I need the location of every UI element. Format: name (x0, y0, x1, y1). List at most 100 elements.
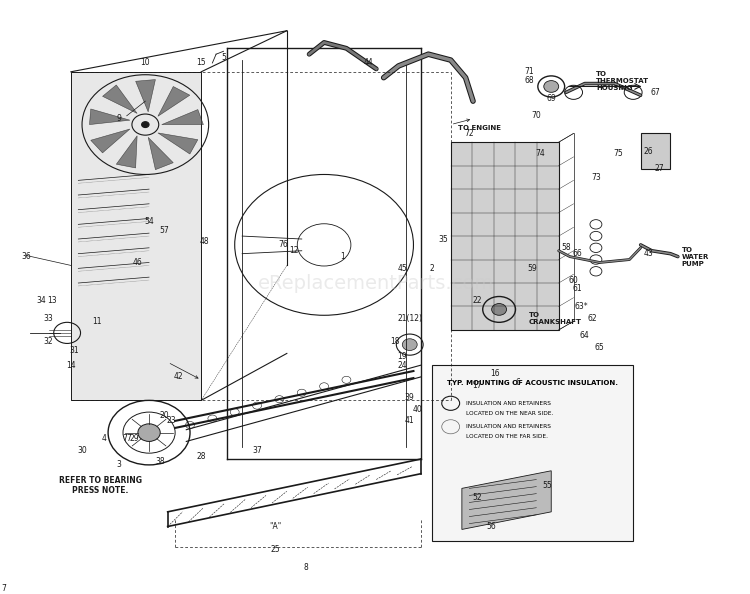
Text: 1: 1 (340, 252, 345, 261)
Text: INSULATION AND RETAINERS: INSULATION AND RETAINERS (466, 401, 550, 406)
Bar (640, 134, 670, 169)
Text: 59: 59 (528, 264, 538, 273)
Text: 2: 2 (430, 264, 434, 273)
Text: TO
CRANKSHAFT: TO CRANKSHAFT (529, 312, 582, 325)
Polygon shape (148, 137, 173, 170)
Text: 27: 27 (655, 164, 664, 173)
Text: 18: 18 (390, 337, 400, 346)
Polygon shape (70, 72, 201, 400)
Text: 15: 15 (196, 58, 206, 68)
Text: 67: 67 (651, 88, 661, 97)
Text: INSULATION AND RETAINERS: INSULATION AND RETAINERS (466, 424, 550, 429)
Text: 45: 45 (398, 264, 407, 273)
Text: TYP. MOUNTING OF ACOUSTIC INSULATION.: TYP. MOUNTING OF ACOUSTIC INSULATION. (447, 380, 618, 386)
Text: "A": "A" (269, 522, 282, 531)
Circle shape (492, 304, 506, 315)
Text: 20: 20 (159, 410, 169, 419)
Text: 56: 56 (487, 522, 496, 531)
Text: 63*: 63* (574, 302, 588, 311)
Text: LOCATED ON THE FAR SIDE.: LOCATED ON THE FAR SIDE. (466, 434, 548, 439)
Polygon shape (91, 129, 130, 153)
Text: 41: 41 (405, 416, 415, 425)
Text: 66: 66 (572, 249, 582, 258)
Text: TO
WATER
PUMP: TO WATER PUMP (682, 247, 709, 267)
Text: 6: 6 (515, 378, 520, 387)
Text: 44: 44 (364, 58, 374, 68)
Text: 28: 28 (196, 451, 206, 460)
Text: 38: 38 (155, 457, 165, 466)
Polygon shape (462, 471, 551, 529)
Text: eReplacementParts.com: eReplacementParts.com (258, 273, 494, 292)
Polygon shape (162, 109, 203, 125)
Text: 55: 55 (543, 481, 553, 490)
Text: 69: 69 (546, 94, 556, 103)
Text: 32: 32 (44, 337, 53, 346)
Text: 54: 54 (144, 217, 154, 226)
Text: 23: 23 (166, 416, 176, 425)
Text: 29: 29 (129, 434, 139, 443)
Text: 25: 25 (271, 545, 280, 554)
Text: 30: 30 (77, 446, 87, 455)
Bar (451, 142, 559, 330)
Text: TO ENGINE: TO ENGINE (458, 125, 501, 131)
Text: 72: 72 (464, 129, 474, 138)
Text: 8: 8 (303, 563, 307, 572)
Polygon shape (158, 87, 190, 116)
FancyBboxPatch shape (432, 365, 633, 541)
Text: 36: 36 (21, 252, 31, 261)
Text: 75: 75 (614, 150, 623, 159)
Text: 61: 61 (572, 285, 582, 293)
Text: 12: 12 (290, 247, 299, 255)
Text: 46: 46 (133, 258, 142, 267)
Text: 35: 35 (438, 235, 448, 244)
Text: 14: 14 (66, 361, 76, 369)
Text: 21(12): 21(12) (398, 314, 422, 323)
Text: 62: 62 (587, 314, 597, 323)
Text: TO
THERMOSTAT
HOUSING: TO THERMOSTAT HOUSING (596, 71, 649, 91)
Text: 17: 17 (472, 381, 482, 390)
Text: 16: 16 (490, 369, 500, 378)
Text: 43: 43 (644, 249, 653, 258)
Text: 74: 74 (536, 150, 545, 159)
Text: 19: 19 (398, 352, 407, 361)
Text: 5: 5 (221, 53, 226, 62)
Polygon shape (89, 109, 130, 125)
Polygon shape (103, 85, 137, 113)
Text: 64: 64 (580, 331, 590, 340)
Text: 42: 42 (174, 372, 184, 381)
Text: 33: 33 (44, 314, 53, 323)
Text: 52: 52 (472, 492, 482, 502)
Text: 58: 58 (561, 244, 571, 252)
Text: 3: 3 (117, 460, 122, 469)
Text: 70: 70 (532, 111, 542, 121)
Circle shape (142, 122, 149, 128)
Text: 71: 71 (524, 67, 534, 76)
Text: 13: 13 (47, 296, 57, 305)
Text: 40: 40 (413, 405, 422, 413)
Text: LOCATED ON THE NEAR SIDE.: LOCATED ON THE NEAR SIDE. (466, 411, 553, 416)
Circle shape (544, 81, 559, 92)
Text: 37: 37 (252, 446, 262, 455)
Text: 77: 77 (122, 434, 131, 443)
Text: 31: 31 (70, 346, 80, 355)
Circle shape (138, 424, 160, 441)
Polygon shape (136, 80, 155, 112)
Circle shape (402, 339, 417, 350)
Text: 10: 10 (140, 58, 150, 68)
Text: 26: 26 (644, 147, 653, 156)
Text: 68: 68 (524, 76, 534, 85)
Text: 34: 34 (36, 296, 46, 305)
Text: 48: 48 (200, 238, 210, 247)
Polygon shape (116, 136, 137, 168)
Text: 4: 4 (102, 434, 106, 443)
Text: 7: 7 (2, 584, 6, 593)
Text: 65: 65 (595, 343, 604, 352)
Text: 22: 22 (472, 296, 482, 305)
Polygon shape (158, 133, 198, 154)
Text: 57: 57 (159, 226, 169, 235)
Text: 73: 73 (591, 173, 601, 182)
Text: 39: 39 (405, 393, 415, 402)
Text: 76: 76 (278, 241, 288, 249)
Text: 24: 24 (398, 361, 407, 369)
Text: 60: 60 (568, 276, 578, 285)
